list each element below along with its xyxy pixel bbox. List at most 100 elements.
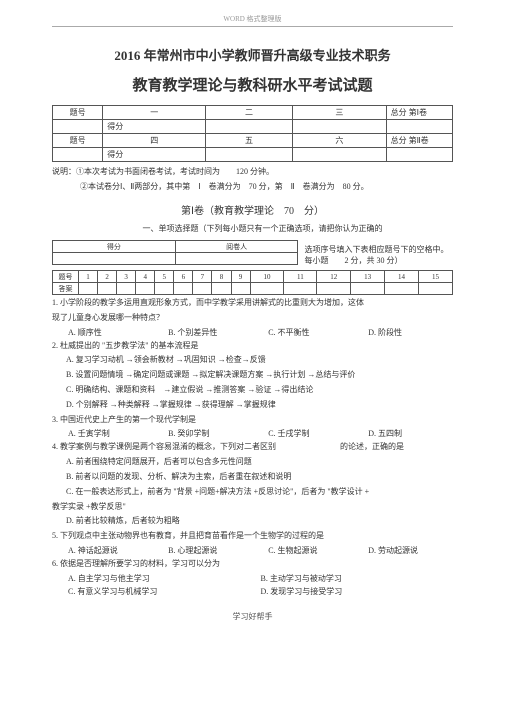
opt-d: D. 阶段性 (368, 327, 453, 338)
q4-opt-c: C. 在一般表达形式上，前者为 "背景 +问题+解决方法 +反思讨论"，后者为 … (52, 486, 453, 499)
q1-options: A. 顺序性 B. 个别差异性 C. 不平衡性 D. 阶段性 (68, 327, 453, 338)
cell (250, 283, 284, 295)
score-table: 题号 一 二 三 总分 第Ⅰ卷 得分 题号 四 五 六 总分 第Ⅱ卷 得分 (52, 105, 453, 162)
q4-opt-b: B. 前者以问题的发现、分析、解决为主索，后者重在叙述和说明 (52, 471, 453, 484)
q5-line: 5. 下列观点中主张动物界也有教育，并且把育苗看作是一个生物学的过程的是 (52, 530, 453, 543)
q6-options-1: A. 自主学习与他主学习 B. 主动学习与被动学习 (68, 573, 453, 584)
cell (351, 283, 385, 295)
cell (418, 283, 452, 295)
cell (292, 148, 386, 162)
cell (317, 283, 351, 295)
q4-opt-a: A. 前者围绕特定问题展开，后者可以包含多元性问题 (52, 456, 453, 469)
q1-line2: 现了儿童身心发展哪一种特点？ (52, 312, 453, 325)
header-label: WORD 格式整理版 (52, 14, 453, 24)
cell (385, 283, 419, 295)
cell (212, 283, 231, 295)
opt-d: D. 五四制 (368, 428, 453, 439)
cell: 题号 (53, 271, 79, 283)
cell: 13 (351, 271, 385, 283)
footer-text: 学习好帮手 (52, 611, 453, 622)
cell: 得分 (103, 120, 206, 134)
cell (292, 120, 386, 134)
cell (175, 253, 298, 265)
cell: 9 (231, 271, 250, 283)
cell (206, 120, 293, 134)
cell: 得分 (103, 148, 206, 162)
q3-options: A. 壬寅学制 B. 癸卯学制 C. 壬戌学制 D. 五四制 (68, 428, 453, 439)
cell: 二 (206, 106, 293, 120)
q4-opt-c2: 教学实录 +教学反思" (52, 501, 453, 514)
marker-table: 得分阅卷人 (52, 240, 298, 265)
cell: 一 (103, 106, 206, 120)
cell (98, 283, 117, 295)
cell (174, 283, 193, 295)
cell (284, 283, 317, 295)
page-title-2: 教育教学理论与教科研水平考试试题 (52, 74, 453, 95)
q6-line: 6. 依据是否理解所要学习的材料，学习可以分为 (52, 558, 453, 571)
cell: 题号 (53, 134, 103, 148)
cell (53, 253, 176, 265)
opt-a: A. 神话起源说 (68, 545, 168, 556)
cell: 15 (418, 271, 452, 283)
cell: 12 (317, 271, 351, 283)
cell (206, 148, 293, 162)
divider-top (52, 26, 453, 27)
opt-c: C. 生物起源说 (268, 545, 368, 556)
q2-opt-c: C. 明确结构、课题和资料 →建立假说 →推测答案 →验证 →得出结论 (52, 384, 453, 397)
cell: 2 (98, 271, 117, 283)
cell: 六 (292, 134, 386, 148)
cell: 四 (103, 134, 206, 148)
opt-d: D. 发现学习与接受学习 (261, 586, 454, 597)
cell: 7 (193, 271, 212, 283)
section-subtitle: 一、单项选择题（下列每小题只有一个正确选项，请把你认为正确的 (52, 223, 453, 234)
opt-b: B. 主动学习与被动学习 (261, 573, 454, 584)
opt-c: C. 有意义学习与机械学习 (68, 586, 261, 597)
cell (53, 148, 103, 162)
q5-options: A. 神话起源说 B. 心理起源说 C. 生物起源说 D. 劳动起源说 (68, 545, 453, 556)
cell: 8 (212, 271, 231, 283)
cell (231, 283, 250, 295)
q2-line: 2. 杜威提出的 "五步教学法" 的基本流程是 (52, 340, 453, 353)
instruction-2: ②本试卷分Ⅰ、Ⅱ两部分，其中第 Ⅰ 卷满分为 70 分，第 Ⅱ 卷满分为 80 … (52, 181, 453, 192)
cell: 阅卷人 (175, 241, 298, 253)
opt-a: A. 自主学习与他主学习 (68, 573, 261, 584)
cell: 得分 (53, 241, 176, 253)
cell: 题号 (53, 106, 103, 120)
q2-opt-d: D. 个别解释 →种类解释 →掌握规律 →获得理解 →掌握规律 (52, 399, 453, 412)
cell: 10 (250, 271, 284, 283)
q4-opt-d: D. 前者比较精炼，后者较为粗略 (52, 515, 453, 528)
cell (117, 283, 136, 295)
cell (386, 120, 452, 134)
selection-instruction: 选项序号填入下表相应题号下的空格中。每小题 2 分，共 30 分） (304, 240, 453, 266)
q3-line: 3. 中国近代史上产生的第一个现代学制是 (52, 414, 453, 427)
cell: 1 (79, 271, 98, 283)
cell (53, 120, 103, 134)
opt-a: A. 顺序性 (68, 327, 168, 338)
opt-d: D. 劳动起源说 (368, 545, 453, 556)
opt-a: A. 壬寅学制 (68, 428, 168, 439)
cell: 6 (174, 271, 193, 283)
cell (79, 283, 98, 295)
cell: 4 (136, 271, 155, 283)
q4-line1: 4. 教学案例与教学课例是两个容易混淆的概念，下列对二者区别 的论述，正确的是 (52, 441, 453, 454)
opt-b: B. 癸卯学制 (168, 428, 268, 439)
cell: 答案 (53, 283, 79, 295)
q6-options-2: C. 有意义学习与机械学习 D. 发现学习与接受学习 (68, 586, 453, 597)
q2-opt-a: A. 复习学习动机 →领会新教材 →巩固知识 →检查→反馈 (52, 354, 453, 367)
cell: 五 (206, 134, 293, 148)
opt-b: B. 心理起源说 (168, 545, 268, 556)
cell: 14 (385, 271, 419, 283)
q1-line1: 1. 小学阶段的教学多运用直观形象方式，而中学教学采用讲解式的比重则大为增加，这… (52, 297, 453, 310)
cell: 总分 第Ⅱ卷 (386, 134, 452, 148)
cell (386, 148, 452, 162)
cell (193, 283, 212, 295)
cell (136, 283, 155, 295)
q2-opt-b: B. 设置问题情境 →确定问题或课题 →拟定解决课题方案 →执行计划 →总结与评… (52, 369, 453, 382)
section-title: 第Ⅰ卷（教育教学理论 70 分） (52, 202, 453, 217)
cell: 5 (155, 271, 174, 283)
cell: 11 (284, 271, 317, 283)
cell: 总分 第Ⅰ卷 (386, 106, 452, 120)
instruction-1: 说明：①本次考试为书面闭卷考试，考试时间为 120 分钟。 (52, 166, 453, 177)
opt-c: C. 壬戌学制 (268, 428, 368, 439)
opt-b: B. 个别差异性 (168, 327, 268, 338)
